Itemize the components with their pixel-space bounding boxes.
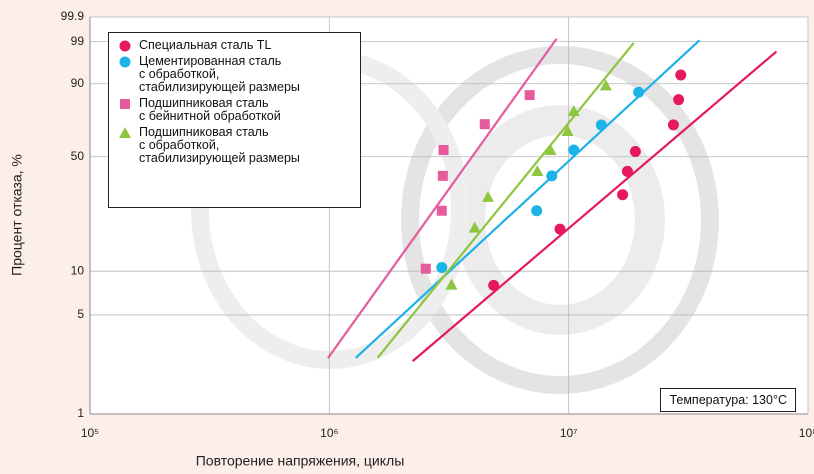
legend-symbol: [119, 127, 131, 138]
point: [673, 94, 685, 106]
point: [567, 105, 580, 117]
fit-line: [376, 42, 635, 359]
legend-label: Подшипниковая сталь с бейнитной обработк…: [139, 96, 281, 123]
point: [437, 170, 448, 181]
legend-symbol: [120, 99, 130, 109]
x-axis-label: Повторение напряжения, циклы: [196, 453, 405, 469]
point: [546, 170, 558, 182]
point: [531, 164, 544, 176]
point: [120, 99, 130, 109]
legend-symbol: [119, 40, 131, 52]
legend-label: Подшипниковая сталь с обработкой, стабил…: [139, 125, 300, 165]
legend-item: Специальная сталь TL: [117, 39, 352, 52]
point: [436, 205, 447, 216]
point: [438, 144, 449, 155]
point: [119, 127, 131, 138]
legend: Специальная сталь TL Цементированная стал…: [108, 32, 361, 208]
point: [524, 90, 535, 101]
y-tick-label: 1: [77, 406, 84, 420]
y-tick-label: 90: [71, 76, 85, 90]
point: [479, 119, 490, 130]
point: [436, 261, 448, 273]
fit-line: [411, 50, 778, 362]
point: [621, 165, 633, 177]
point: [544, 143, 557, 155]
point: [617, 189, 629, 201]
y-axis-label: Процент отказа, %: [9, 154, 25, 276]
point: [561, 124, 574, 136]
legend-label: Цементированная сталь с обработкой, стаб…: [139, 54, 300, 94]
y-tick-label: 99.9: [61, 9, 85, 23]
point: [667, 119, 679, 131]
x-tick-label: 10⁷: [560, 426, 578, 440]
point: [481, 190, 494, 202]
point: [595, 119, 607, 131]
y-tick-label: 5: [77, 307, 84, 321]
point: [119, 56, 131, 68]
point: [554, 223, 566, 235]
legend-label: Специальная сталь TL: [139, 38, 272, 52]
y-tick-label: 50: [71, 149, 85, 163]
legend-item: Подшипниковая сталь с бейнитной обработк…: [117, 97, 352, 123]
x-tick-label: 10⁵: [81, 426, 99, 440]
x-tick-label: 10⁶: [320, 426, 338, 440]
point: [420, 263, 431, 274]
point: [468, 221, 481, 233]
y-tick-label: 99: [71, 34, 85, 48]
legend-item: Подшипниковая сталь с обработкой, стабил…: [117, 126, 352, 165]
point: [531, 205, 543, 217]
point: [633, 86, 645, 98]
point: [445, 278, 458, 290]
point: [599, 79, 612, 91]
legend-item: Цементированная сталь с обработкой, стаб…: [117, 55, 352, 94]
annotation: Температура: 130°C: [660, 388, 796, 412]
legend-symbol: [119, 56, 131, 68]
point: [568, 144, 580, 156]
point: [119, 40, 131, 52]
point: [629, 146, 641, 158]
fit-line: [327, 38, 558, 359]
point: [675, 69, 687, 81]
y-tick-label: 10: [71, 263, 85, 277]
x-tick-label: 10⁸: [799, 426, 814, 440]
point: [488, 279, 500, 291]
